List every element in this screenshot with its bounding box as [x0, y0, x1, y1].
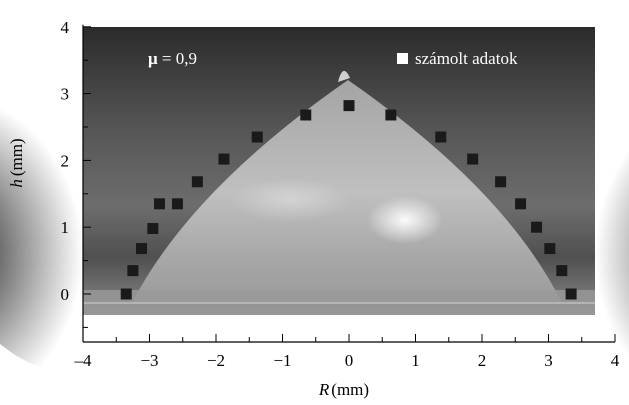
y-axis-label: h(mm) — [7, 138, 26, 187]
data-point — [136, 243, 148, 255]
data-point — [467, 153, 479, 165]
y-tick-label: 2 — [61, 151, 70, 170]
data-point — [120, 288, 132, 300]
x-tick-label: −2 — [207, 351, 225, 370]
data-point — [218, 153, 230, 165]
x-tick-label: 0 — [345, 351, 354, 370]
x-tick-label: −1 — [273, 351, 291, 370]
data-point — [300, 109, 312, 121]
axes: 0 1 2 3 4 –4 −3 −2 −1 0 1 2 3 4 — [61, 18, 620, 370]
svg-text:μ = 0,9: μ = 0,9 — [148, 49, 197, 68]
background-photo — [0, 27, 629, 375]
mu-value: = 0,9 — [158, 49, 197, 68]
data-point — [127, 265, 139, 277]
droplet-shape — [132, 80, 562, 303]
y-tick-label: 4 — [61, 18, 70, 37]
data-point — [153, 198, 165, 210]
x-tick-label: −3 — [140, 351, 158, 370]
x-tick-label: 3 — [544, 351, 553, 370]
data-point — [147, 223, 159, 235]
mu-symbol: μ — [148, 49, 158, 68]
data-point — [556, 265, 568, 277]
data-point — [531, 221, 543, 233]
x-tick-label: –4 — [74, 351, 93, 370]
x-tick-label: 1 — [411, 351, 420, 370]
data-point — [515, 198, 527, 210]
x-tick-label: 2 — [478, 351, 487, 370]
data-point — [435, 131, 447, 143]
y-tick-label: 1 — [61, 218, 70, 237]
mu-annotation: μ = 0,9 — [148, 49, 197, 68]
y-tick-label: 0 — [61, 285, 70, 304]
data-markers — [120, 100, 577, 300]
data-point — [191, 176, 203, 188]
data-point — [251, 131, 263, 143]
legend: számolt adatok — [397, 49, 518, 68]
legend-label: számolt adatok — [415, 49, 518, 68]
y-tick-label: 3 — [61, 85, 70, 104]
data-point — [495, 176, 507, 188]
data-point — [565, 288, 577, 300]
data-point — [385, 109, 397, 121]
x-axis-label: R (mm) — [318, 380, 369, 399]
data-point — [343, 100, 355, 112]
data-point — [171, 198, 183, 210]
data-point — [544, 243, 556, 255]
legend-marker — [397, 53, 408, 64]
x-tick-label: 4 — [611, 351, 620, 370]
